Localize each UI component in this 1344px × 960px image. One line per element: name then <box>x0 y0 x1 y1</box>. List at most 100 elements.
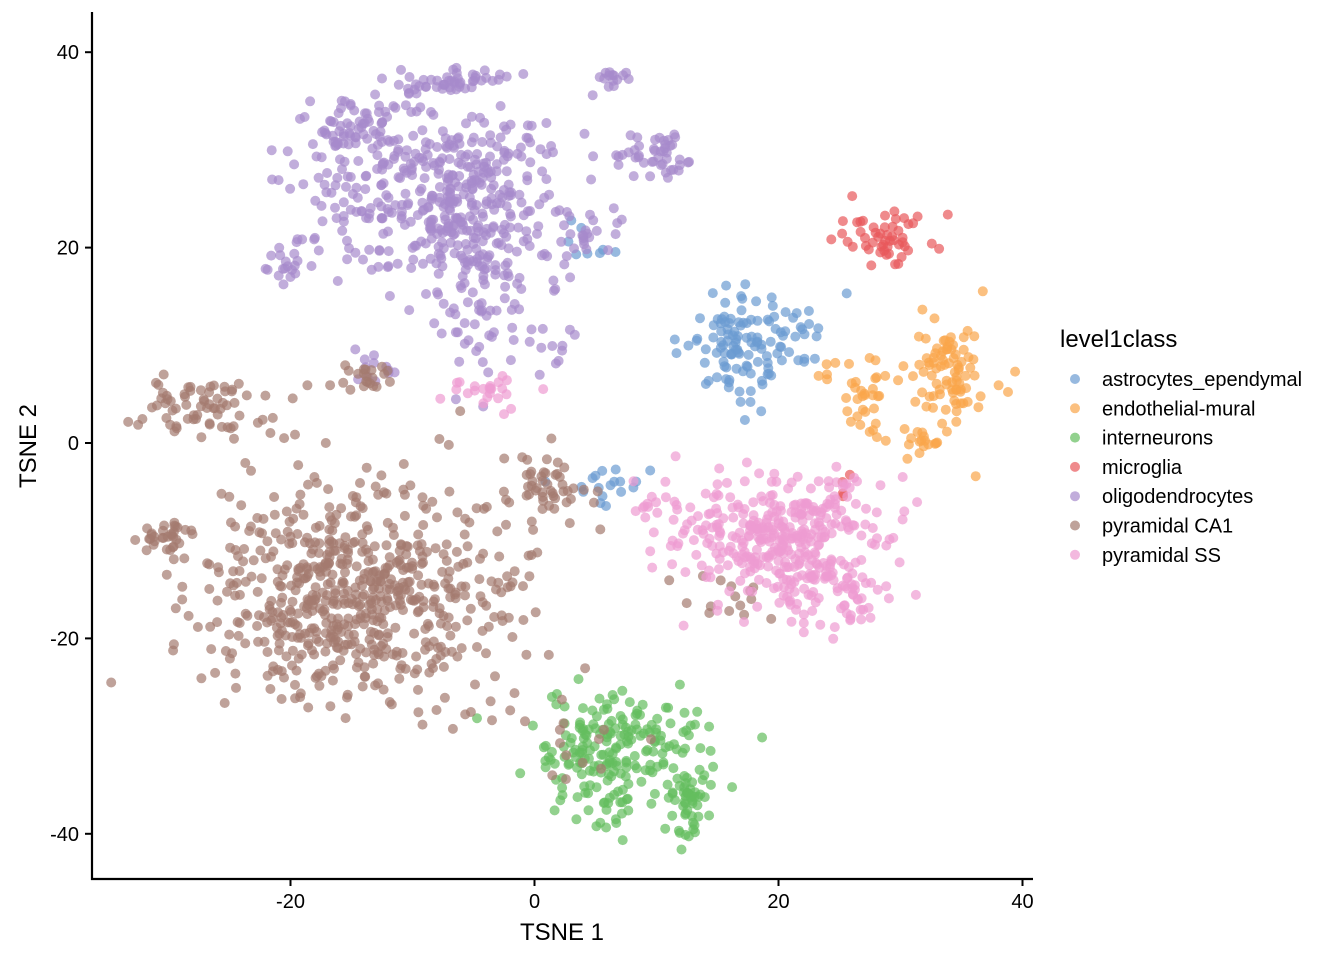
data-point <box>285 617 296 628</box>
data-point <box>516 151 527 162</box>
data-point <box>252 621 263 631</box>
data-point <box>539 192 550 203</box>
data-point <box>469 205 480 216</box>
data-point <box>951 399 962 409</box>
data-point <box>766 476 777 487</box>
data-point <box>741 332 752 343</box>
data-point <box>246 571 257 582</box>
data-point <box>883 593 894 604</box>
data-point <box>330 585 341 596</box>
data-point <box>604 792 615 803</box>
data-point <box>646 734 656 745</box>
data-point <box>289 248 300 259</box>
data-point <box>204 584 215 594</box>
data-point <box>319 604 330 615</box>
data-point <box>474 250 485 261</box>
data-point <box>705 745 716 756</box>
data-point <box>360 364 371 375</box>
data-point <box>317 127 328 138</box>
data-point <box>490 671 500 682</box>
data-point <box>634 150 644 161</box>
data-point <box>460 590 470 601</box>
data-point <box>819 531 830 542</box>
data-point <box>897 472 908 482</box>
data-point <box>196 673 207 684</box>
data-point <box>746 594 757 605</box>
data-point <box>615 797 626 808</box>
data-point <box>634 141 645 151</box>
data-point <box>168 554 179 565</box>
data-point <box>704 810 715 821</box>
data-point <box>953 364 964 375</box>
data-point <box>661 153 672 164</box>
data-point <box>437 126 448 137</box>
data-point <box>579 128 590 139</box>
data-point <box>707 288 718 299</box>
data-point <box>711 489 722 499</box>
series-endothelial-mural <box>813 286 1021 482</box>
data-point <box>399 510 410 521</box>
data-point <box>260 553 271 564</box>
data-point <box>914 359 925 370</box>
data-point <box>288 513 299 524</box>
data-point <box>450 309 461 320</box>
data-point <box>735 575 746 586</box>
data-point <box>180 524 191 535</box>
data-point <box>408 254 419 265</box>
data-point <box>536 342 547 353</box>
y-tick-label: 40 <box>57 42 79 64</box>
data-point <box>378 619 389 630</box>
data-point <box>424 223 435 234</box>
data-point <box>556 694 567 705</box>
data-point <box>545 754 556 765</box>
data-point <box>455 406 466 417</box>
data-point <box>565 272 576 283</box>
data-point <box>865 612 876 623</box>
y-tick-label: -40 <box>50 824 79 846</box>
data-point <box>594 72 605 83</box>
data-point <box>246 465 256 476</box>
data-point <box>558 718 569 729</box>
data-point <box>298 179 309 190</box>
data-point <box>317 587 328 598</box>
data-point <box>674 679 685 690</box>
data-point <box>550 469 561 480</box>
data-point <box>702 538 713 549</box>
legend-title: level1class <box>1060 326 1177 353</box>
data-point <box>454 356 465 367</box>
legend-key <box>1070 374 1080 384</box>
data-point <box>404 576 415 587</box>
data-point <box>798 618 809 628</box>
data-point <box>676 844 687 855</box>
data-point <box>387 649 398 660</box>
data-point <box>405 480 416 491</box>
data-point <box>404 305 415 316</box>
data-point <box>445 630 456 641</box>
data-point <box>252 586 263 597</box>
data-point <box>445 85 456 96</box>
x-tick-label: 40 <box>1011 891 1033 913</box>
data-point <box>784 347 795 358</box>
data-point <box>526 324 537 335</box>
data-point <box>401 549 412 560</box>
data-point <box>562 486 573 496</box>
data-point <box>813 476 824 487</box>
data-point <box>240 458 251 468</box>
data-point <box>455 77 466 88</box>
data-point <box>330 202 340 213</box>
data-point <box>386 574 396 585</box>
data-point <box>298 509 309 520</box>
data-point <box>360 171 371 182</box>
data-point <box>355 478 365 488</box>
data-point <box>913 331 924 342</box>
data-point <box>559 462 570 473</box>
data-point <box>356 206 367 216</box>
data-point <box>177 594 188 605</box>
data-point <box>910 396 921 407</box>
data-point <box>396 540 407 551</box>
data-point <box>441 539 452 550</box>
data-point <box>864 353 875 363</box>
data-point <box>942 209 953 220</box>
data-point <box>290 429 300 440</box>
data-point <box>377 73 387 84</box>
